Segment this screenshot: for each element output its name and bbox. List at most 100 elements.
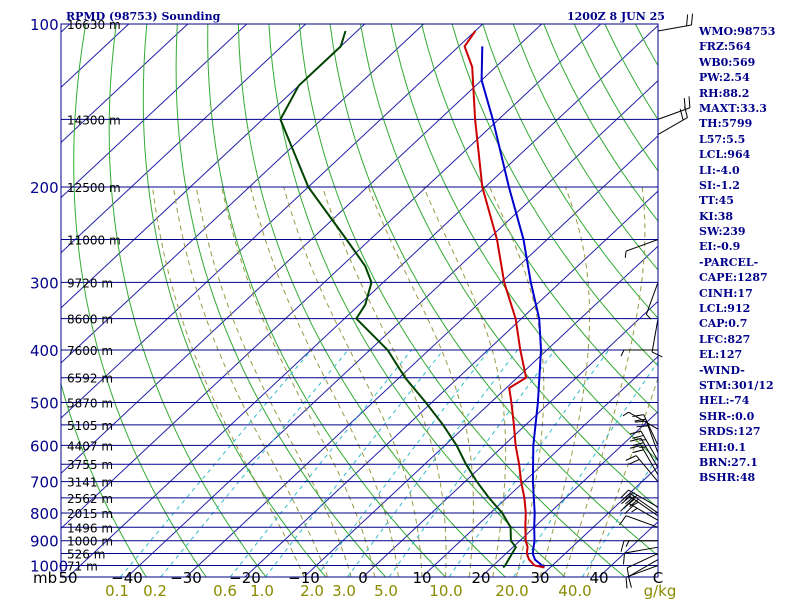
parcel-trace: [480, 46, 546, 569]
isotherm-line: [61, 24, 307, 254]
wind-barb: [629, 444, 659, 476]
height-label: 9720 m: [67, 276, 113, 290]
height-label: 3141 m: [67, 476, 113, 490]
wind-barb-flag: [632, 501, 639, 506]
dry-adiabat-line: [108, 24, 267, 577]
index-item: BSHR:48: [699, 471, 756, 485]
mixing-ratio-line: [229, 349, 412, 577]
moist-adiabat-line: [586, 376, 658, 577]
index-item: TT:45: [699, 194, 734, 208]
wind-barb-staff: [628, 502, 659, 521]
temperature-tick-label: −40: [111, 569, 143, 587]
index-item: KI:38: [699, 209, 734, 223]
wind-barb-flag: [628, 494, 638, 504]
isotherm-line: [61, 24, 602, 530]
pressure-label: 700: [30, 474, 59, 492]
wind-barb-staff: [625, 515, 659, 528]
wind-barb-flag: [624, 492, 634, 501]
wind-barb-staff: [628, 559, 659, 578]
index-item: HEL:-74: [699, 394, 750, 408]
temperature-tick-label: −30: [170, 569, 202, 587]
temperature-tick-label: −10: [288, 569, 320, 587]
wind-barb-flag: [690, 13, 694, 26]
wind-barb: [624, 239, 659, 258]
isotherm-line: [61, 24, 71, 33]
mixing-ratio-line: [120, 349, 312, 577]
mixing-ratio-label: 0.1: [105, 582, 129, 600]
isotherm-line: [61, 24, 248, 199]
wind-barb: [657, 13, 694, 32]
isotherm-line: [362, 300, 658, 577]
wind-barb-staff: [657, 107, 691, 120]
moist-adiabat-line: [283, 186, 423, 577]
height-label: 8600 m: [67, 313, 113, 327]
wind-barb-flag: [622, 411, 629, 417]
height-label: 7600 m: [67, 344, 113, 358]
wind-barb: [620, 489, 659, 508]
dry-adiabat-line: [61, 382, 147, 577]
index-item: SRDS:127: [699, 425, 761, 439]
isotherm-line: [67, 24, 658, 577]
dry-adiabat-line: [788, 24, 800, 577]
wind-barb: [620, 540, 658, 552]
dry-adiabat-line: [451, 24, 658, 367]
wind-barb-flag: [629, 430, 642, 435]
wind-barb-flag: [636, 425, 649, 428]
index-item: LCL:912: [699, 302, 751, 316]
wind-barb: [651, 318, 663, 358]
index-item: RH:88.2: [699, 86, 750, 100]
temperature-tick-label: −20: [229, 569, 261, 587]
dry-adiabat-line: [298, 24, 626, 577]
wind-barb-flag: [620, 540, 625, 552]
index-item: EI:-0.9: [699, 240, 741, 254]
wind-barb-flag: [632, 449, 644, 454]
isotherm-line: [61, 24, 366, 309]
wind-barb: [629, 430, 659, 461]
wind-barb-staff: [628, 411, 659, 430]
height-label: 3755 m: [67, 458, 113, 472]
dry-adiabat-line: [512, 24, 658, 271]
dewpoint-trace: [279, 30, 518, 569]
height-label: 12500 m: [67, 181, 121, 195]
wind-barb: [622, 546, 659, 565]
wind-barb-flag: [632, 434, 644, 439]
wind-barb-flag: [631, 507, 638, 513]
wind-barb-staff: [640, 445, 659, 476]
wind-barb-flag: [624, 251, 627, 258]
isotherm-line: [61, 24, 425, 364]
dry-adiabat-line: [329, 24, 658, 557]
dry-adiabat-line: [482, 24, 658, 319]
isotherm-line: [126, 80, 658, 577]
index-item: LCL:964: [699, 148, 751, 162]
wind-barb-flag: [683, 98, 686, 110]
wind-barb: [625, 455, 659, 482]
pressure-label: 100: [30, 16, 59, 34]
wind-barb-flag: [620, 349, 625, 357]
wind-barb-flag: [632, 442, 644, 447]
temperature-trace: [463, 30, 545, 569]
index-item: CAP:0.7: [699, 317, 748, 331]
moist-adiabat-line: [368, 186, 474, 577]
wind-barb-flag: [624, 505, 634, 515]
wind-barb-flag: [646, 313, 652, 320]
dry-adiabat-line: [268, 24, 566, 577]
mixing-ratio-unit: g/kg: [644, 582, 677, 600]
temperature-tick-label: 50: [58, 569, 77, 587]
index-item: MAXT:33.3: [699, 101, 767, 115]
isotherm-line: [244, 190, 658, 577]
mixing-ratio-label: 0.6: [213, 582, 237, 600]
index-item: LI:-4.0: [699, 163, 740, 177]
moist-adiabat-line: [250, 186, 399, 577]
height-label: 5870 m: [67, 397, 113, 411]
mixing-ratio-line: [264, 349, 444, 577]
wind-barb-flag: [619, 515, 627, 526]
mixing-ratio-line: [513, 360, 658, 577]
isotherm-line: [421, 355, 658, 577]
wind-barb-flag: [622, 553, 626, 565]
isotherm-line: [480, 410, 658, 577]
wind-barb-flag: [686, 14, 689, 26]
isotherm-line: [61, 24, 484, 419]
wind-barb-flag: [629, 498, 639, 507]
isotherm-line: [185, 135, 658, 577]
